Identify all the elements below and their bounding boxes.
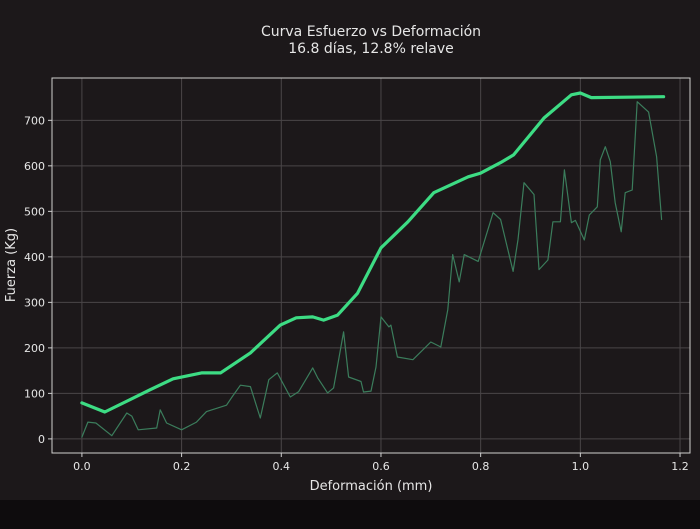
y-tick-label: 0	[38, 433, 45, 446]
y-axis-label: Fuerza (Kg)	[4, 228, 19, 302]
grid	[52, 78, 690, 453]
ticks: 0.0 0.2 0.4 0.6 0.8 1.0 1.2 0 100 200 300 400 500 600…	[24, 114, 689, 473]
plot-frame	[51, 77, 691, 454]
y-tick-label: 400	[24, 251, 45, 264]
figure-background	[0, 0, 700, 500]
chart-title: Curva Esfuerzo vs Deformación	[261, 24, 481, 40]
y-tick-label: 300	[24, 296, 45, 309]
y-tick-label: 500	[24, 205, 45, 218]
x-axis-label: Deformación (mm)	[310, 479, 433, 494]
raw-force-line	[81, 101, 663, 438]
y-tick-label: 100	[24, 387, 45, 400]
series-group	[80, 91, 666, 438]
y-tick-label: 600	[24, 160, 45, 173]
x-tick-label: 0.0	[73, 460, 91, 473]
x-tick-label: 0.2	[173, 460, 191, 473]
smoothed-force-line	[80, 91, 666, 414]
x-tick-label: 0.8	[472, 460, 490, 473]
bottom-strip	[0, 500, 700, 525]
x-tick-label: 1.0	[572, 460, 590, 473]
x-tick-label: 0.4	[273, 460, 291, 473]
chart-subtitle: 16.8 días, 12.8% relave	[288, 41, 454, 57]
y-tick-label: 700	[24, 114, 45, 127]
y-tick-label: 200	[24, 342, 45, 355]
x-tick-label: 1.2	[671, 460, 689, 473]
x-tick-label: 0.6	[372, 460, 390, 473]
